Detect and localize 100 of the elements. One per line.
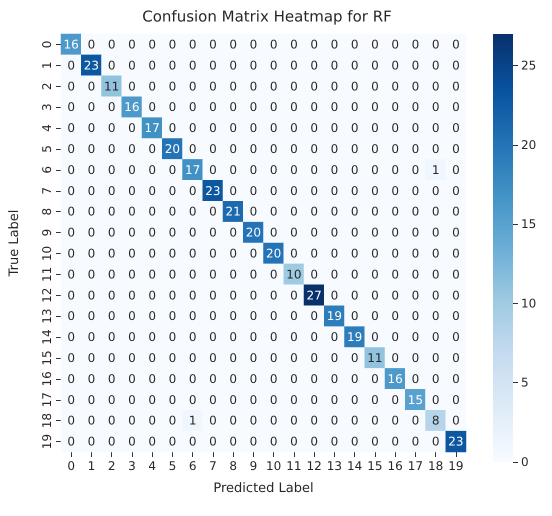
x-tick-label: 8 [229,459,237,473]
y-tick-label: 3 [40,103,54,111]
data-label: 23 [84,58,100,72]
data-label: 0 [330,162,338,177]
data-label: 0 [188,350,196,365]
data-label: 0 [128,309,136,324]
data-label: 0 [290,309,298,324]
data-label: 0 [188,184,196,198]
data-label: 0 [350,434,358,449]
data-label: 0 [290,246,298,260]
data-label: 0 [67,204,75,219]
data-label: 0 [452,121,460,136]
data-label: 0 [108,121,116,136]
data-label: 0 [229,267,237,282]
data-label: 10 [286,267,302,282]
data-label: 0 [188,246,196,260]
data-label: 0 [88,372,96,386]
data-label: 0 [290,79,298,94]
data-label: 0 [250,414,258,428]
data-label: 0 [148,372,156,386]
data-label: 16 [124,100,140,114]
data-label: 0 [371,226,379,240]
data-label: 0 [290,288,298,302]
data-label: 0 [128,434,136,449]
x-tick-label: 6 [188,459,196,473]
data-label: 20 [246,226,262,240]
data-label: 0 [108,246,116,260]
data-label: 0 [330,330,338,344]
data-label: 0 [209,414,217,428]
data-label: 0 [391,330,399,344]
y-tick-label: 12 [40,288,54,303]
data-label: 0 [452,204,460,219]
data-label: 0 [128,330,136,344]
data-label: 0 [412,350,420,365]
data-label: 0 [88,100,96,114]
data-label: 0 [229,392,237,407]
data-label: 0 [88,121,96,136]
data-label: 0 [350,414,358,428]
data-label: 0 [168,414,176,428]
data-label: 0 [310,226,318,240]
data-label: 0 [452,79,460,94]
y-tick-label: 16 [40,371,54,386]
data-label: 0 [108,434,116,449]
data-label: 0 [209,392,217,407]
data-label: 0 [88,204,96,219]
data-label: 0 [310,162,318,177]
data-label: 0 [188,330,196,344]
data-label: 0 [270,100,278,114]
y-tick-label: 19 [40,434,54,450]
data-label: 0 [391,184,399,198]
data-label: 0 [209,267,217,282]
data-label: 0 [371,372,379,386]
data-label: 0 [148,392,156,407]
data-label: 0 [209,162,217,177]
data-label: 0 [290,100,298,114]
data-label: 23 [205,184,221,198]
data-label: 0 [270,184,278,198]
data-label: 0 [188,37,196,52]
data-label: 0 [108,58,116,72]
data-label: 0 [391,350,399,365]
data-label: 0 [391,58,399,72]
data-label: 0 [229,37,237,52]
data-label: 0 [88,392,96,407]
data-label: 0 [168,162,176,177]
data-label: 0 [310,204,318,219]
data-label: 0 [350,309,358,324]
data-label: 0 [168,79,176,94]
data-label: 0 [412,121,420,136]
data-label: 0 [128,58,136,72]
data-label: 0 [391,434,399,449]
data-label: 0 [290,350,298,365]
data-label: 0 [128,350,136,365]
data-label: 23 [448,434,464,449]
data-label: 11 [104,79,120,94]
data-label: 0 [67,414,75,428]
data-label: 0 [371,392,379,407]
data-label: 0 [350,100,358,114]
x-tick-label: 18 [428,459,444,473]
data-label: 0 [209,288,217,302]
data-label: 0 [188,392,196,407]
data-label: 0 [330,392,338,407]
data-label: 0 [188,100,196,114]
data-label: 0 [209,204,217,219]
data-label: 0 [432,142,440,156]
data-label: 0 [67,434,75,449]
data-label: 0 [330,79,338,94]
data-label: 0 [270,142,278,156]
data-label: 0 [250,267,258,282]
data-label: 0 [330,184,338,198]
y-tick-label: 7 [40,186,54,195]
data-label: 0 [168,58,176,72]
data-label: 0 [432,330,440,344]
data-label: 0 [270,372,278,386]
data-label: 0 [350,58,358,72]
y-tick-label: 18 [40,413,54,428]
data-label: 0 [412,246,420,260]
data-label: 0 [229,121,237,136]
data-label: 0 [290,162,298,177]
color-bar-label: 5 [521,376,529,390]
data-label: 0 [188,434,196,449]
